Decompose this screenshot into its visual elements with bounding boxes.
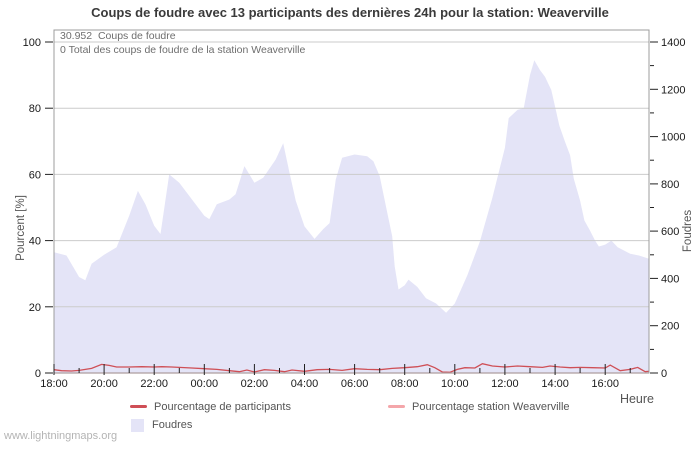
- x-tick-label: 22:00: [140, 378, 168, 390]
- legend-swatch-foudres-area: [131, 418, 144, 432]
- x-tick-label: 10:00: [441, 378, 469, 390]
- y-right-axis-title: Foudres: [682, 209, 694, 253]
- y-left-axis-title: Pourcent [%]: [15, 195, 27, 261]
- x-tick-label: 06:00: [341, 378, 369, 390]
- x-tick-label: 08:00: [391, 378, 419, 390]
- y-right-tick-label: 800: [661, 179, 679, 191]
- y-right-tick-label: 1000: [661, 132, 685, 144]
- plot-border: [53, 29, 650, 374]
- x-tick-label: 14:00: [541, 378, 569, 390]
- watermark: www.lightningmaps.org: [4, 430, 118, 442]
- x-tick-label: 20:00: [90, 378, 118, 390]
- y-left-tick-label: 40: [29, 236, 41, 248]
- y-left-tick-label: 0: [35, 368, 41, 380]
- legend-swatch-participants-line: [130, 405, 147, 408]
- y-right-tick-label: 400: [661, 273, 679, 285]
- foudres-area: [54, 60, 649, 373]
- legend-item-foudres: Foudres: [131, 418, 192, 432]
- y-left-tick-label: 80: [29, 103, 41, 115]
- annotation-total-strikes: 30.952 Coups de foudre: [60, 30, 176, 42]
- y-right-tick-label: 1200: [661, 84, 685, 96]
- legend-item-station: Pourcentage station Weaverville: [388, 400, 570, 413]
- y-right-tick-label: 200: [661, 321, 679, 333]
- x-tick-label: 16:00: [591, 378, 619, 390]
- participants-line: [53, 363, 650, 373]
- legend-label-station: Pourcentage station Weaverville: [412, 400, 570, 413]
- y-left-tick-label: 20: [29, 302, 41, 314]
- y-left-tick-label: 60: [29, 169, 41, 181]
- legend-label-foudres: Foudres: [152, 419, 193, 431]
- x-tick-label: 04:00: [291, 378, 319, 390]
- legend-label-participants: Pourcentage de participants: [154, 400, 291, 413]
- x-tick-label: 02:00: [241, 378, 269, 390]
- y-right-tick-label: 600: [661, 226, 679, 238]
- chart-title: Coups de foudre avec 13 participants des…: [91, 5, 609, 20]
- x-axis-title: Heure: [619, 392, 654, 406]
- y-right-tick-label: 0: [661, 368, 667, 380]
- annotation-station-strikes: 0 Total des coups de foudre de la statio…: [60, 44, 306, 56]
- y-right-tick-label: 1400: [661, 37, 685, 49]
- y-left-tick-label: 100: [23, 37, 41, 49]
- x-tick-label: 00:00: [191, 378, 219, 390]
- x-tick-label: 12:00: [491, 378, 519, 390]
- legend-swatch-station-line: [388, 405, 405, 408]
- legend-item-participants: Pourcentage de participants: [130, 400, 291, 413]
- x-tick-label: 18:00: [40, 378, 68, 390]
